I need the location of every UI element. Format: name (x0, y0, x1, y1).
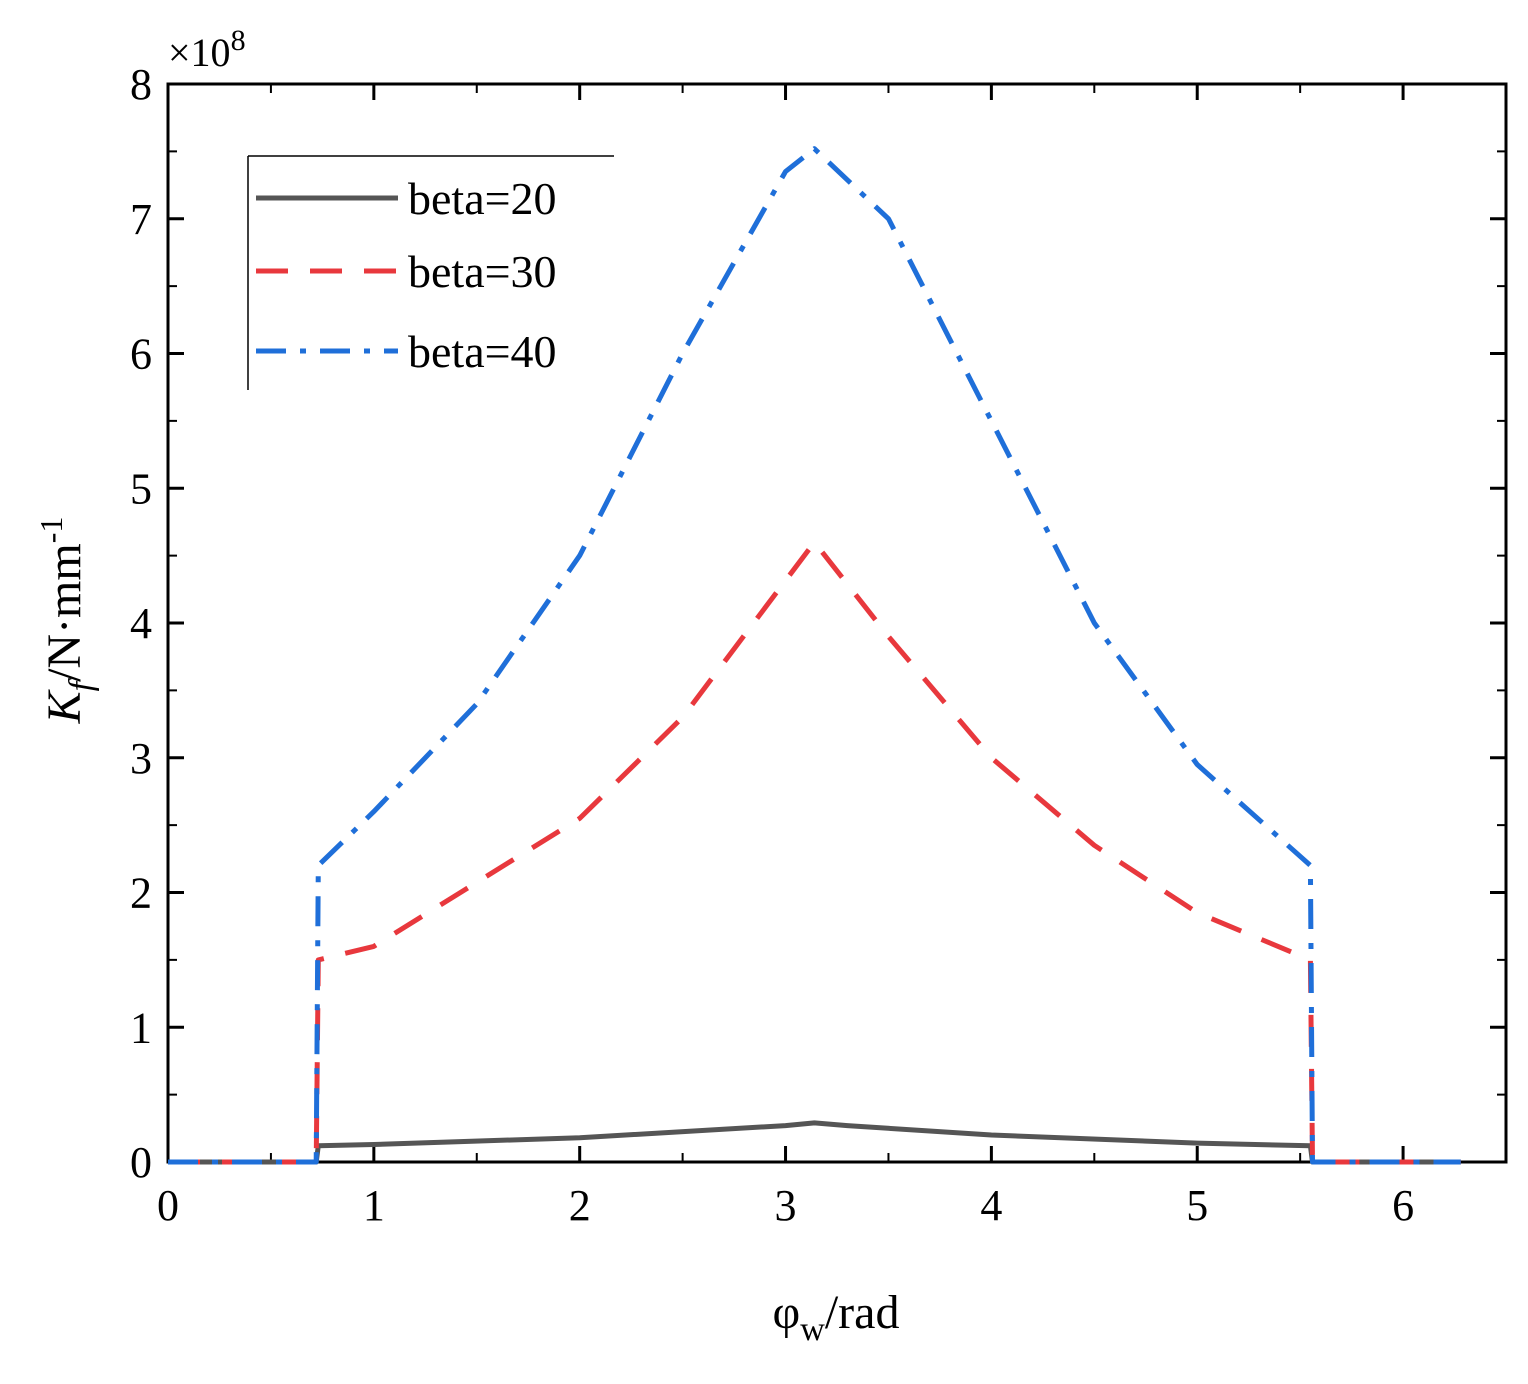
y-tick-label: 3 (130, 734, 152, 783)
x-tick-label: 2 (569, 1181, 591, 1230)
y-axis: 0 1 2 3 4 5 6 7 8 (130, 60, 1506, 1187)
legend-label-3: beta=40 (408, 326, 557, 377)
plot-area-frame (166, 82, 1508, 1164)
series-line-1 (168, 1120, 1461, 1165)
legend-label-2: beta=30 (408, 246, 557, 297)
y-tick-label: 5 (130, 464, 152, 513)
x-tick-label: 6 (1392, 1181, 1414, 1230)
y-tick-label: 2 (130, 869, 152, 918)
x-tick-label: 0 (157, 1181, 179, 1230)
y-tick-label: 4 (130, 599, 152, 648)
y-tick-label: 6 (130, 330, 152, 379)
legend-label-1: beta=20 (408, 173, 557, 224)
x-axis: 0 1 2 3 4 5 6 (157, 84, 1507, 1230)
y-tick-label: 0 (130, 1138, 152, 1187)
y-tick-label: 7 (130, 195, 152, 244)
x-axis-label: φw/rad (773, 1286, 900, 1348)
x-tick-label: 5 (1186, 1181, 1208, 1230)
x-tick-label: 4 (980, 1181, 1002, 1230)
legend: beta=20 beta=30 beta=40 (247, 155, 614, 390)
y-tick-label: 8 (130, 60, 152, 109)
series-layer (168, 146, 1461, 1165)
series-line-3 (168, 146, 1461, 1165)
y-axis-label: Kf/N·mm-1 (33, 517, 100, 725)
series-line-2 (168, 539, 1461, 1165)
y-tick-label: 1 (130, 1003, 152, 1052)
x-tick-label: 1 (363, 1181, 385, 1230)
x-tick-label: 3 (775, 1181, 797, 1230)
y-multiplier: ×108 (168, 24, 246, 75)
